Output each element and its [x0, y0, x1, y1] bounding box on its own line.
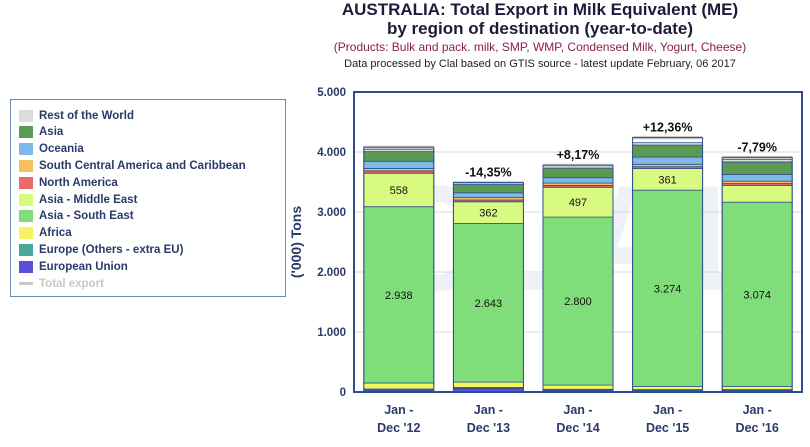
data-label: 3.074 — [743, 289, 771, 301]
data-label: 2.643 — [475, 298, 503, 310]
legend-swatch — [19, 227, 33, 240]
y-tick-label: 2.000 — [317, 267, 346, 279]
x-tick-label: Dec '12 — [377, 421, 420, 435]
legend-item-rest-of-the-world: Rest of the World — [19, 108, 134, 123]
products-note: (Products: Bulk and pack. milk, SMP, WMP… — [333, 40, 747, 54]
x-tick-label: Dec '15 — [646, 421, 689, 435]
bar-segment-asia-south-east — [363, 206, 435, 384]
bar-segment-africa — [452, 381, 524, 388]
bar-segment-asia — [452, 183, 524, 194]
bar-segment-oceania — [452, 192, 524, 199]
legend-item-north-america: North America — [19, 175, 118, 190]
legend-label: Europe (Others - extra EU) — [39, 243, 184, 256]
bar-segment-oceania — [632, 156, 703, 165]
legend-label: Total export — [39, 277, 104, 290]
chart-subtitle: by region of destination (year-to-date) — [386, 19, 694, 38]
bar-segment-asia-middle-east — [542, 186, 614, 218]
data-label: 497 — [569, 197, 587, 209]
change-label: +12,36% — [643, 121, 693, 135]
legend-swatch — [19, 126, 33, 139]
y-tick-label: 5.000 — [317, 87, 346, 99]
data-label: 558 — [390, 185, 408, 197]
legend-label: Asia - South East — [39, 210, 134, 223]
y-axis-label: ('000) Tons — [288, 206, 304, 279]
bar-segment-asia — [363, 151, 435, 162]
change-label: -7,79% — [737, 140, 777, 154]
legend-item-south-central-america-and-caribbean: South Central America and Caribbean — [19, 158, 246, 173]
bar-segment-asia-south-east — [542, 216, 614, 386]
legend-item-asia-middle-east: Asia - Middle East — [19, 192, 137, 207]
bar-segment-rest-of-the-world — [363, 148, 435, 153]
x-tick-label: Jan - — [653, 403, 682, 417]
legend-item-europe-others-extra-eu: Europe (Others - extra EU) — [19, 242, 183, 257]
legend-label: South Central America and Caribbean — [39, 159, 246, 172]
bar-segment-africa — [632, 386, 703, 391]
legend-label: European Union — [39, 260, 128, 273]
legend-label: Asia - Middle East — [39, 193, 138, 206]
data-label: 361 — [658, 174, 676, 186]
data-label: 2.800 — [564, 296, 592, 308]
legend-item-european-union: European Union — [19, 259, 128, 274]
data-label: 3.274 — [654, 283, 682, 295]
legend-swatch — [19, 210, 33, 223]
legend-label: Rest of the World — [39, 109, 134, 122]
x-tick-label: Dec '13 — [467, 421, 510, 435]
y-tick-label: 0 — [340, 387, 346, 399]
bar-segment-asia-south-east — [452, 223, 524, 383]
bar-segment-asia — [632, 144, 703, 158]
bar-segment-africa — [721, 386, 793, 391]
legend-swatch — [19, 176, 33, 189]
bar-segment-asia-south-east — [632, 189, 703, 388]
legend-label: Asia — [39, 126, 64, 139]
legend-label: North America — [39, 176, 118, 189]
legend-item-africa: Africa — [19, 226, 72, 241]
bar-segment-africa — [542, 384, 614, 390]
legend-item-asia: Asia — [19, 125, 63, 140]
bar-segment-oceania — [542, 177, 614, 184]
legend-swatch — [19, 193, 33, 206]
legend-item-oceania: Oceania — [19, 142, 84, 157]
legend-item-total-export: Total export — [19, 276, 104, 291]
change-label: -14,35% — [465, 166, 512, 180]
plot-frame — [353, 91, 803, 393]
y-tick-label: 1.000 — [317, 327, 346, 339]
bar-segment-oceania — [721, 174, 793, 182]
change-label: +8,17% — [557, 148, 600, 162]
legend-item-asia-south-east: Asia - South East — [19, 209, 134, 224]
y-tick-label: 3.000 — [317, 207, 346, 219]
bar-segment-rest-of-the-world — [721, 159, 793, 163]
bar-segment-asia — [542, 167, 614, 179]
y-tick-label: 4.000 — [317, 147, 346, 159]
chart-legend: Rest of the World Asia Oceania South Centra… — [10, 99, 286, 297]
bar-segment-asia — [721, 161, 793, 175]
legend-label: Africa — [39, 227, 72, 240]
bar-segment-africa — [363, 382, 435, 390]
legend-swatch — [19, 143, 33, 156]
x-tick-label: Dec '14 — [556, 421, 599, 435]
bar-segment-asia-middle-east — [363, 172, 435, 208]
bar-segment-asia-middle-east — [721, 184, 793, 203]
legend-swatch — [19, 159, 33, 172]
x-tick-label: Jan - — [474, 403, 503, 417]
source-note: Data processed by Clal based on GTIS sou… — [344, 58, 736, 70]
x-tick-label: Jan - — [563, 403, 592, 417]
data-label: 362 — [479, 208, 497, 220]
bar-segment-rest-of-the-world — [632, 142, 703, 146]
x-tick-label: Jan - — [384, 403, 413, 417]
x-tick-label: Jan - — [743, 403, 772, 417]
data-label: 2.938 — [385, 290, 413, 302]
bar-segment-oceania — [363, 160, 435, 169]
legend-swatch — [19, 243, 33, 256]
legend-label: Oceania — [39, 143, 84, 156]
x-tick-label: Dec '16 — [736, 421, 779, 435]
legend-swatch — [19, 260, 33, 273]
legend-swatch — [19, 109, 33, 122]
legend-swatch — [19, 282, 33, 285]
chart-title: AUSTRALIA: Total Export in Milk Equivale… — [341, 0, 739, 19]
